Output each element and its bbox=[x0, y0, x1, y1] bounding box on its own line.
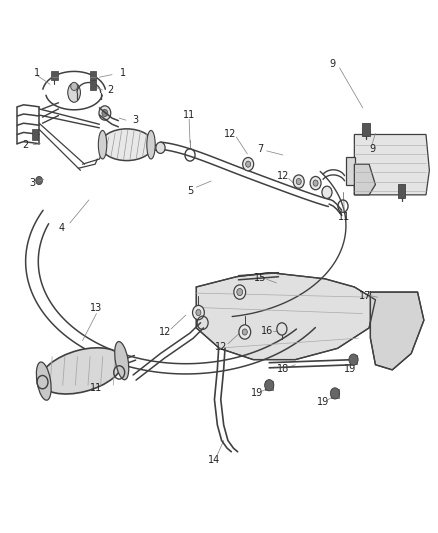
Ellipse shape bbox=[114, 342, 128, 379]
Polygon shape bbox=[370, 292, 423, 370]
Circle shape bbox=[293, 175, 304, 188]
Circle shape bbox=[155, 142, 165, 154]
FancyBboxPatch shape bbox=[32, 130, 38, 140]
Text: 12: 12 bbox=[277, 172, 289, 181]
Circle shape bbox=[321, 186, 331, 198]
Circle shape bbox=[276, 323, 286, 335]
Text: 4: 4 bbox=[58, 223, 64, 232]
Circle shape bbox=[348, 354, 357, 365]
Polygon shape bbox=[196, 273, 374, 360]
Ellipse shape bbox=[67, 83, 80, 102]
FancyBboxPatch shape bbox=[51, 71, 57, 80]
Circle shape bbox=[264, 379, 273, 391]
Circle shape bbox=[99, 106, 110, 120]
Circle shape bbox=[238, 325, 250, 339]
Text: 1: 1 bbox=[119, 68, 125, 78]
Circle shape bbox=[296, 179, 300, 184]
Ellipse shape bbox=[40, 348, 123, 394]
Ellipse shape bbox=[98, 131, 106, 159]
Text: 19: 19 bbox=[250, 389, 262, 398]
Text: 11: 11 bbox=[90, 383, 102, 393]
Circle shape bbox=[312, 180, 318, 186]
Text: 2: 2 bbox=[106, 85, 113, 95]
Text: 9: 9 bbox=[328, 59, 335, 69]
Text: 12: 12 bbox=[224, 129, 236, 139]
Circle shape bbox=[242, 158, 253, 171]
Circle shape bbox=[245, 161, 250, 167]
FancyBboxPatch shape bbox=[90, 80, 96, 91]
Text: 17: 17 bbox=[358, 290, 371, 301]
Circle shape bbox=[35, 176, 42, 184]
Polygon shape bbox=[345, 157, 354, 184]
Circle shape bbox=[102, 109, 108, 117]
Polygon shape bbox=[353, 134, 428, 195]
Circle shape bbox=[242, 329, 247, 335]
Circle shape bbox=[195, 310, 201, 316]
Text: 19: 19 bbox=[316, 397, 328, 407]
Text: 1: 1 bbox=[34, 68, 40, 78]
Circle shape bbox=[329, 388, 339, 399]
Circle shape bbox=[236, 288, 242, 296]
Text: 16: 16 bbox=[261, 327, 273, 336]
Ellipse shape bbox=[36, 362, 51, 400]
Text: 19: 19 bbox=[343, 364, 356, 374]
Circle shape bbox=[192, 305, 204, 320]
Text: 3: 3 bbox=[132, 115, 138, 125]
Circle shape bbox=[71, 82, 77, 91]
Text: 11: 11 bbox=[337, 212, 350, 222]
Ellipse shape bbox=[146, 131, 155, 159]
Text: 11: 11 bbox=[183, 109, 195, 119]
Text: 9: 9 bbox=[368, 144, 374, 154]
Text: 15: 15 bbox=[253, 273, 265, 283]
Text: 3: 3 bbox=[29, 177, 35, 188]
Circle shape bbox=[309, 176, 320, 190]
Text: 7: 7 bbox=[257, 144, 263, 154]
FancyBboxPatch shape bbox=[361, 123, 369, 135]
Text: 13: 13 bbox=[90, 303, 102, 313]
FancyBboxPatch shape bbox=[397, 183, 404, 198]
Text: 14: 14 bbox=[208, 455, 220, 465]
Text: 2: 2 bbox=[22, 140, 29, 150]
Circle shape bbox=[233, 285, 245, 299]
Polygon shape bbox=[353, 164, 374, 195]
Text: 18: 18 bbox=[276, 364, 288, 374]
Text: 5: 5 bbox=[187, 186, 193, 196]
Text: 12: 12 bbox=[158, 327, 170, 337]
Ellipse shape bbox=[100, 129, 153, 160]
Text: 12: 12 bbox=[215, 342, 227, 352]
FancyBboxPatch shape bbox=[89, 71, 96, 80]
